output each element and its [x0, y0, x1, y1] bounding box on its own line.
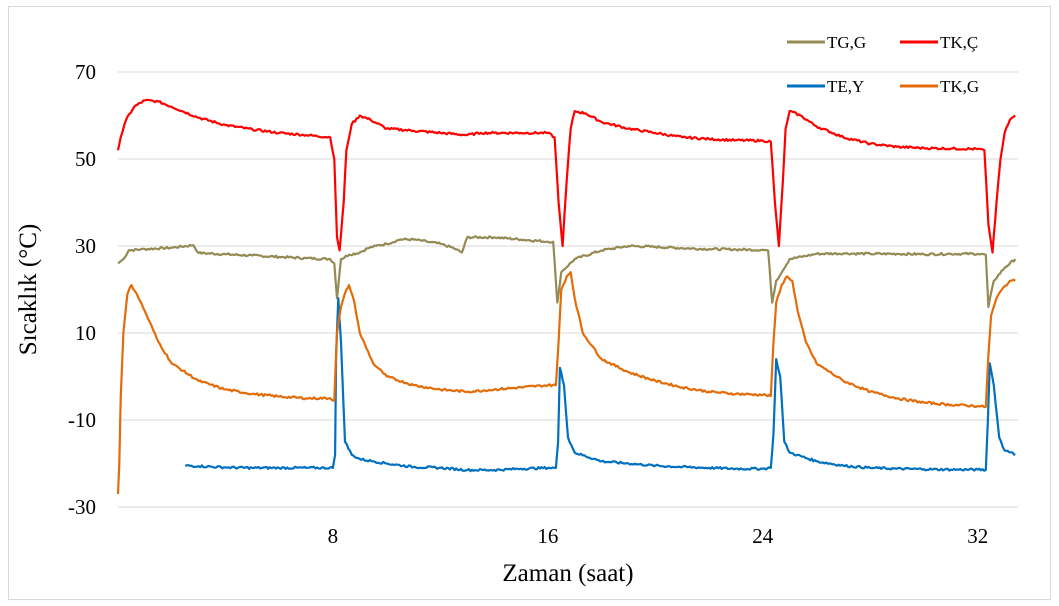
- legend-label: TE,Y: [827, 77, 864, 96]
- y-tick-label: 70: [75, 60, 96, 84]
- y-axis-title: Sıcaklık (°C): [15, 224, 42, 356]
- y-tick-label: -10: [68, 408, 96, 432]
- y-tick-label: 10: [75, 321, 96, 345]
- series-line: [116, 98, 1016, 254]
- x-tick-label: 8: [328, 524, 339, 548]
- series-line: [184, 297, 1016, 473]
- x-tick-label: 24: [752, 524, 774, 548]
- y-tick-label: 50: [75, 147, 96, 171]
- legend: TG,G TK,Ç TE,Y TK,G: [787, 33, 979, 96]
- gridlines: [118, 71, 1018, 421]
- series-layer: [116, 98, 1017, 494]
- series-line: [117, 235, 1017, 308]
- x-tick-label: 16: [537, 524, 558, 548]
- x-tick-label: 32: [967, 524, 988, 548]
- x-axis-title: Zaman (saat): [502, 560, 633, 587]
- series-line: [116, 271, 1016, 494]
- legend-label: TG,G: [827, 33, 866, 52]
- legend-label: TK,Ç: [940, 33, 978, 52]
- legend-label: TK,G: [940, 77, 979, 96]
- y-tick-label: 30: [75, 234, 96, 258]
- x-tick-labels: 8 16 24 32: [328, 524, 989, 548]
- chart-frame: [8, 6, 1051, 600]
- y-tick-label: -30: [68, 495, 96, 519]
- y-tick-labels: -30 -10 10 30 50 70: [68, 60, 96, 519]
